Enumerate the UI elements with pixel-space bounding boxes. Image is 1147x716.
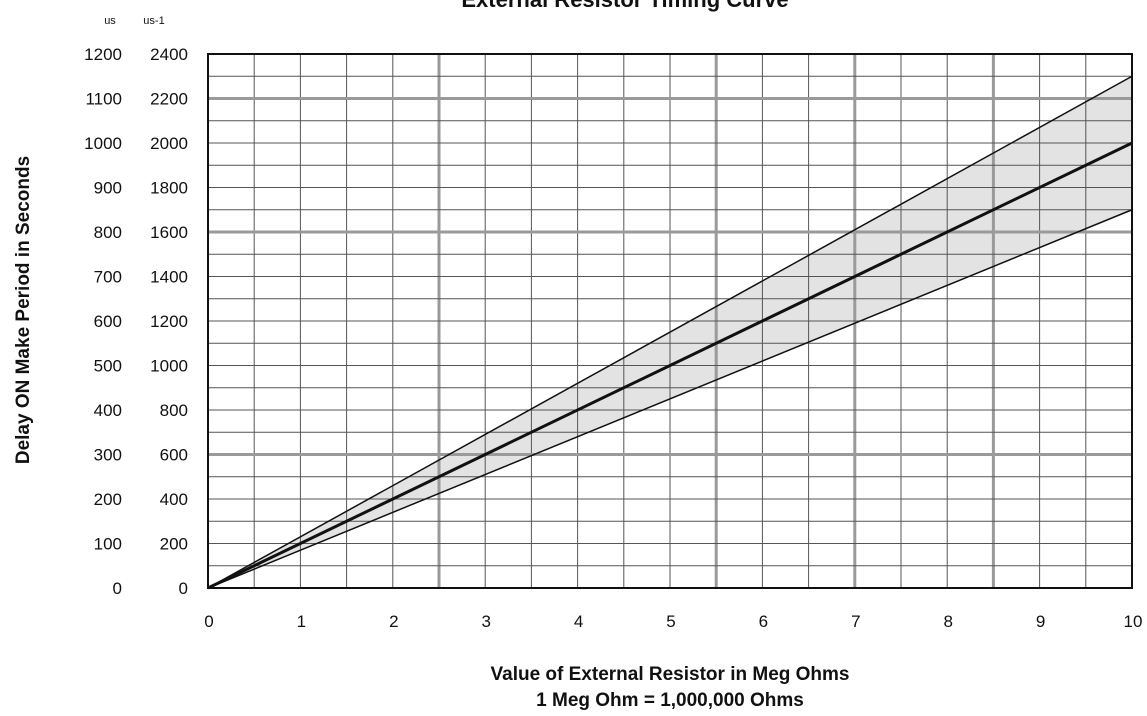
y-tick-label-right: 0 <box>179 579 188 598</box>
y-tick-label-left: 1100 <box>85 90 122 109</box>
y-tick-label-right: 1800 <box>150 179 188 198</box>
y-unit-left: us <box>104 15 116 27</box>
series-line-upper-bound <box>207 75 1133 589</box>
y-tick-label-left: 500 <box>94 357 122 376</box>
y-axis-label: Delay ON Make Period in Seconds <box>13 156 34 464</box>
y-tick-label-right: 800 <box>160 401 188 420</box>
x-tick-label: 4 <box>574 612 583 631</box>
y-tick-label-left: 300 <box>94 446 122 465</box>
x-axis-label: Value of External Resistor in Meg Ohms <box>491 664 850 685</box>
y-tick-label-left: 800 <box>94 223 122 242</box>
y-tick-label-left: 700 <box>94 268 122 287</box>
y-tick-label-right: 2200 <box>150 90 188 109</box>
x-tick-label: 10 <box>1124 612 1143 631</box>
y-tick-label-right: 400 <box>160 490 188 509</box>
x-tick-label: 8 <box>943 612 952 631</box>
y-tick-label-left: 200 <box>94 490 122 509</box>
y-tick-label-left: 100 <box>94 535 122 554</box>
series-line-nominal <box>207 141 1133 590</box>
x-tick-label: 5 <box>666 612 675 631</box>
y-tick-label-right: 1200 <box>150 312 188 331</box>
x-tick-label: 7 <box>851 612 860 631</box>
x-tick-label: 3 <box>481 612 490 631</box>
series-line-lower-bound <box>207 209 1133 589</box>
grid <box>208 54 1132 588</box>
x-tick-label: 6 <box>759 612 768 631</box>
x-tick-label: 9 <box>1036 612 1045 631</box>
y-tick-label-right: 2000 <box>150 134 188 153</box>
y-tick-label-left: 1200 <box>84 45 122 64</box>
x-tick-label: 1 <box>297 612 306 631</box>
plot-frame <box>207 53 1133 589</box>
y-tick-label-left: 0 <box>113 579 122 598</box>
chart-title: External Resistor Timing Curve <box>461 0 788 12</box>
y-tick-label-right: 1600 <box>150 223 188 242</box>
x-axis-label-line2: 1 Meg Ohm = 1,000,000 Ohms <box>536 690 804 711</box>
y-tick-label-right: 1000 <box>150 357 188 376</box>
y-tick-label-left: 900 <box>94 179 122 198</box>
y-tick-label-right: 600 <box>160 446 188 465</box>
x-tick-label: 2 <box>389 612 398 631</box>
y-tick-label-left: 600 <box>94 312 122 331</box>
y-tick-label-right: 1400 <box>150 268 188 287</box>
x-tick-labels: 0 1 2 3 4 5 6 7 8 9 10 <box>204 612 1142 631</box>
y-tick-labels: 0 100 200 300 400 500 600 700 800 900 1000 1100 1200… <box>84 45 188 598</box>
x-tick-label: 0 <box>204 612 213 631</box>
y-tick-label-right: 200 <box>160 535 188 554</box>
y-tick-label-right: 2400 <box>150 45 188 64</box>
y-tick-label-left: 1000 <box>84 134 122 153</box>
y-tick-label-left: 400 <box>94 401 122 420</box>
y-unit-right: us-1 <box>143 15 164 27</box>
series-lines <box>207 75 1133 590</box>
